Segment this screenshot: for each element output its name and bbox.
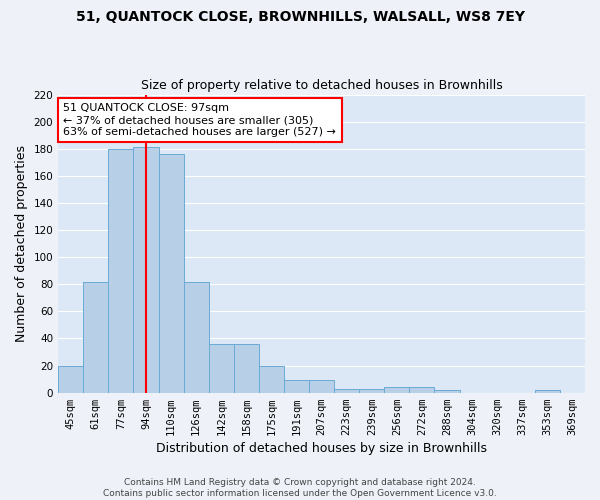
Bar [535, 390, 560, 392]
Bar [259, 366, 284, 392]
Text: Contains HM Land Registry data © Crown copyright and database right 2024.
Contai: Contains HM Land Registry data © Crown c… [103, 478, 497, 498]
Bar [133, 148, 158, 392]
Text: 51, QUANTOCK CLOSE, BROWNHILLS, WALSALL, WS8 7EY: 51, QUANTOCK CLOSE, BROWNHILLS, WALSALL,… [76, 10, 524, 24]
X-axis label: Distribution of detached houses by size in Brownhills: Distribution of detached houses by size … [156, 442, 487, 455]
Bar [409, 388, 434, 392]
Bar [209, 344, 234, 393]
Bar [58, 366, 83, 392]
Bar [158, 154, 184, 392]
Text: 51 QUANTOCK CLOSE: 97sqm
← 37% of detached houses are smaller (305)
63% of semi-: 51 QUANTOCK CLOSE: 97sqm ← 37% of detach… [64, 104, 337, 136]
Bar [184, 282, 209, 393]
Bar [284, 380, 309, 392]
Bar [109, 149, 133, 392]
Bar [234, 344, 259, 393]
Title: Size of property relative to detached houses in Brownhills: Size of property relative to detached ho… [141, 79, 502, 92]
Bar [83, 282, 109, 393]
Bar [434, 390, 460, 392]
Bar [385, 388, 409, 392]
Bar [309, 380, 334, 392]
Bar [359, 388, 385, 392]
Bar [334, 388, 359, 392]
Y-axis label: Number of detached properties: Number of detached properties [15, 145, 28, 342]
